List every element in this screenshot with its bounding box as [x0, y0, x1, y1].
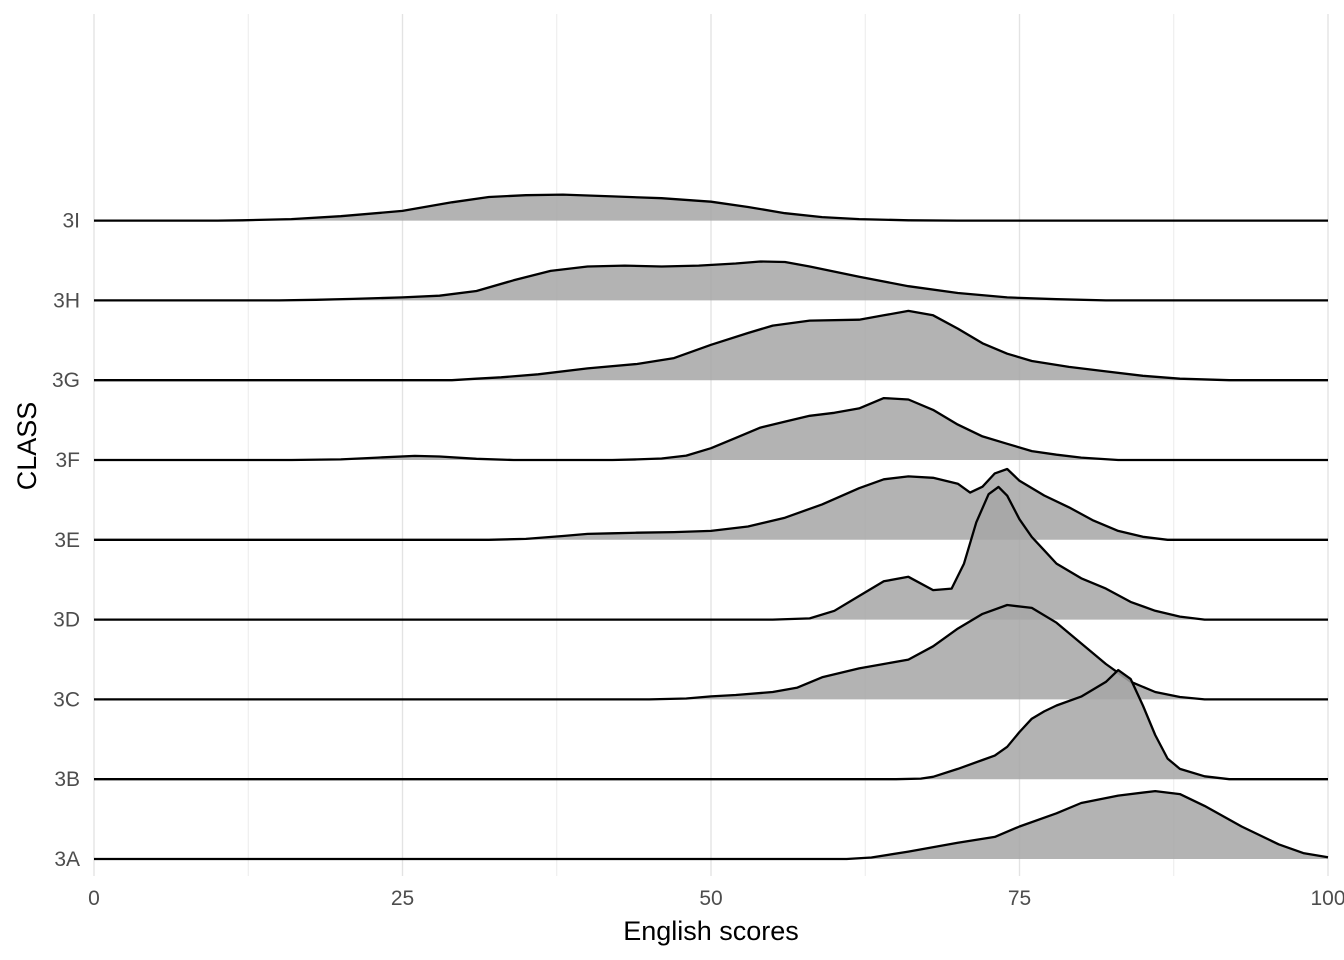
- x-axis-title: English scores: [623, 916, 799, 946]
- ridge-fill: [94, 261, 1328, 301]
- y-axis-title: CLASS: [12, 402, 42, 491]
- y-tick-label: 3I: [62, 210, 80, 233]
- ridge-3H: [94, 260, 1328, 302]
- ridge-3B: [94, 668, 1328, 781]
- y-tick-label: 3F: [55, 449, 80, 472]
- ridges: [94, 193, 1329, 861]
- ridge-outline: [94, 309, 1328, 382]
- ridge-outline: [94, 789, 1329, 861]
- ridge-3I: [94, 193, 1328, 222]
- ridge-3F: [94, 396, 1328, 462]
- x-tick-label: 25: [391, 887, 414, 910]
- ridge-outline: [94, 668, 1328, 781]
- x-tick-label: 0: [88, 887, 100, 910]
- y-tick-label: 3E: [54, 529, 80, 552]
- ridge-outline: [94, 396, 1328, 462]
- ridge-outline: [94, 485, 1328, 621]
- x-tick-label: 50: [699, 887, 722, 910]
- y-tick-label: 3D: [53, 609, 80, 632]
- y-tick-label: 3B: [54, 768, 80, 791]
- ridge-3C: [94, 603, 1328, 701]
- ridge-fill: [94, 605, 1328, 700]
- y-tick-label: 3G: [52, 369, 80, 392]
- y-tick-label: 3H: [53, 289, 80, 312]
- ridge-fill: [94, 791, 1328, 859]
- y-tick-labels: 3I 3H 3G 3F 3E 3D 3C 3B 3A: [52, 210, 80, 871]
- ridge-fill: [94, 670, 1328, 780]
- x-tick-label: 100: [1310, 887, 1344, 910]
- ridge-outline: [94, 603, 1328, 701]
- x-tick-label: 75: [1008, 887, 1031, 910]
- ridge-3D: [94, 485, 1328, 621]
- ridge-3G: [94, 309, 1328, 382]
- ridge-fill: [94, 194, 1328, 221]
- ridge-outline: [94, 193, 1328, 222]
- ridge-outline: [94, 467, 1328, 541]
- ridge-outline: [94, 260, 1328, 302]
- y-tick-label: 3A: [54, 848, 80, 871]
- y-tick-label: 3C: [53, 688, 80, 711]
- ridge-3A: [94, 789, 1329, 861]
- x-tick-labels: 0 25 50 75 100: [88, 887, 1344, 910]
